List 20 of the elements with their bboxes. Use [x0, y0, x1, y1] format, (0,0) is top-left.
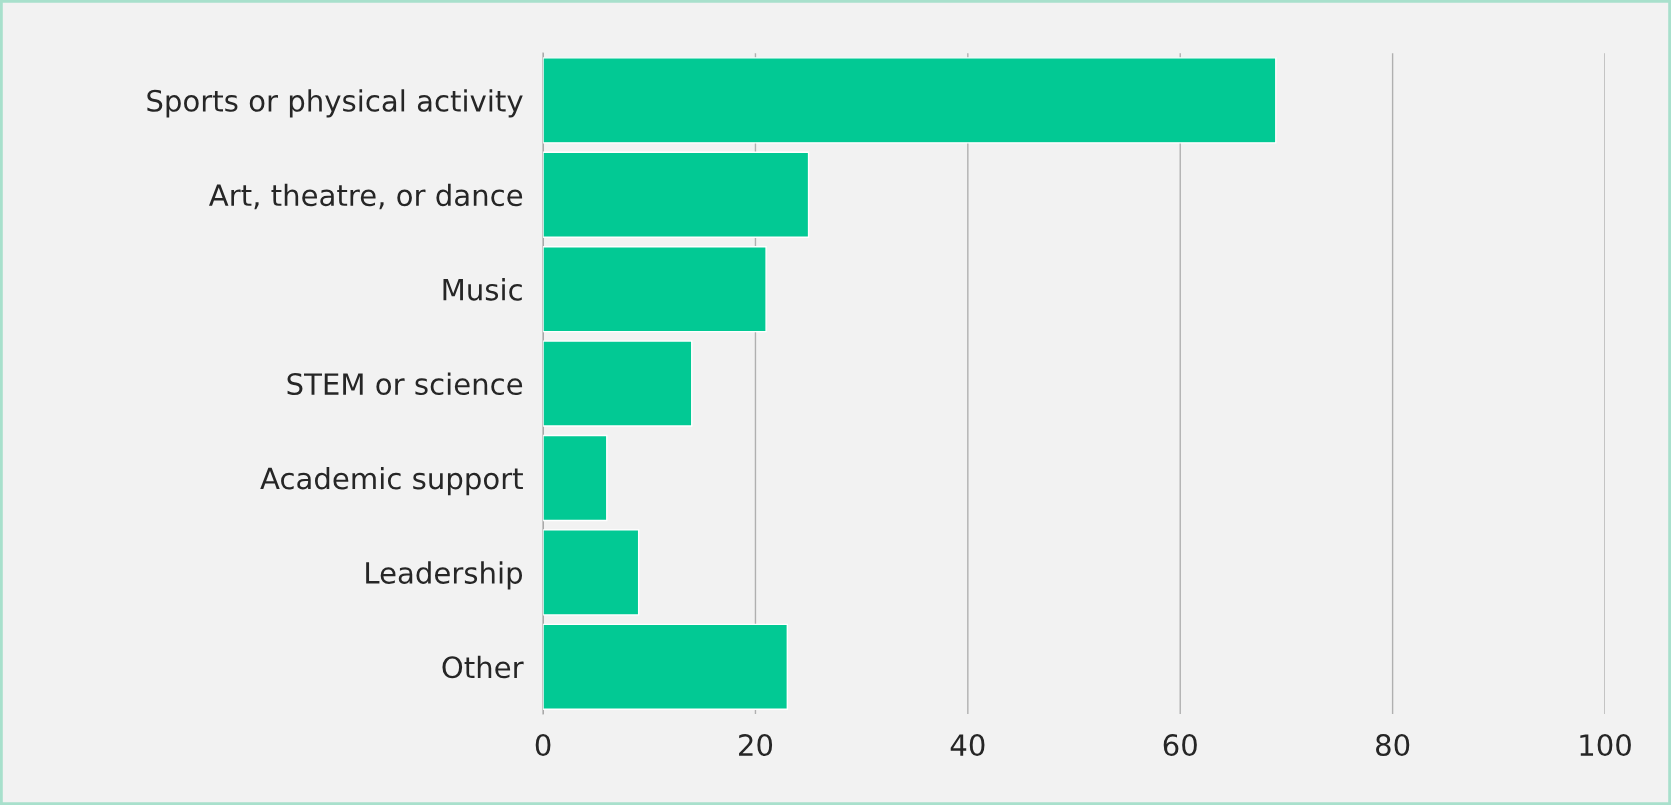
y-tick-label: Art, theatre, or dance: [208, 183, 523, 210]
y-tick-label: Sports or physical activity: [147, 89, 523, 118]
bar: [543, 340, 693, 427]
y-tick-label: STEM or science: [287, 372, 523, 396]
bar: [543, 57, 1277, 144]
y-tick-label: Other: [442, 655, 524, 679]
x-tick-label: 0: [535, 733, 551, 757]
bar: [543, 151, 810, 238]
bar: [543, 434, 608, 522]
y-tick-label: Academic support: [260, 466, 523, 496]
y-tick-label: Leadership: [366, 561, 523, 590]
bar: [543, 623, 789, 711]
bar: [543, 529, 640, 616]
y-tick-label: Music: [443, 278, 522, 301]
bar: [543, 245, 767, 333]
x-tick-label: 60: [1163, 733, 1197, 757]
x-tick-label: 80: [1376, 733, 1410, 757]
x-tick-label: 40: [950, 733, 985, 757]
x-tick-label: 100: [1580, 733, 1631, 757]
x-tick-label: 20: [739, 733, 773, 757]
